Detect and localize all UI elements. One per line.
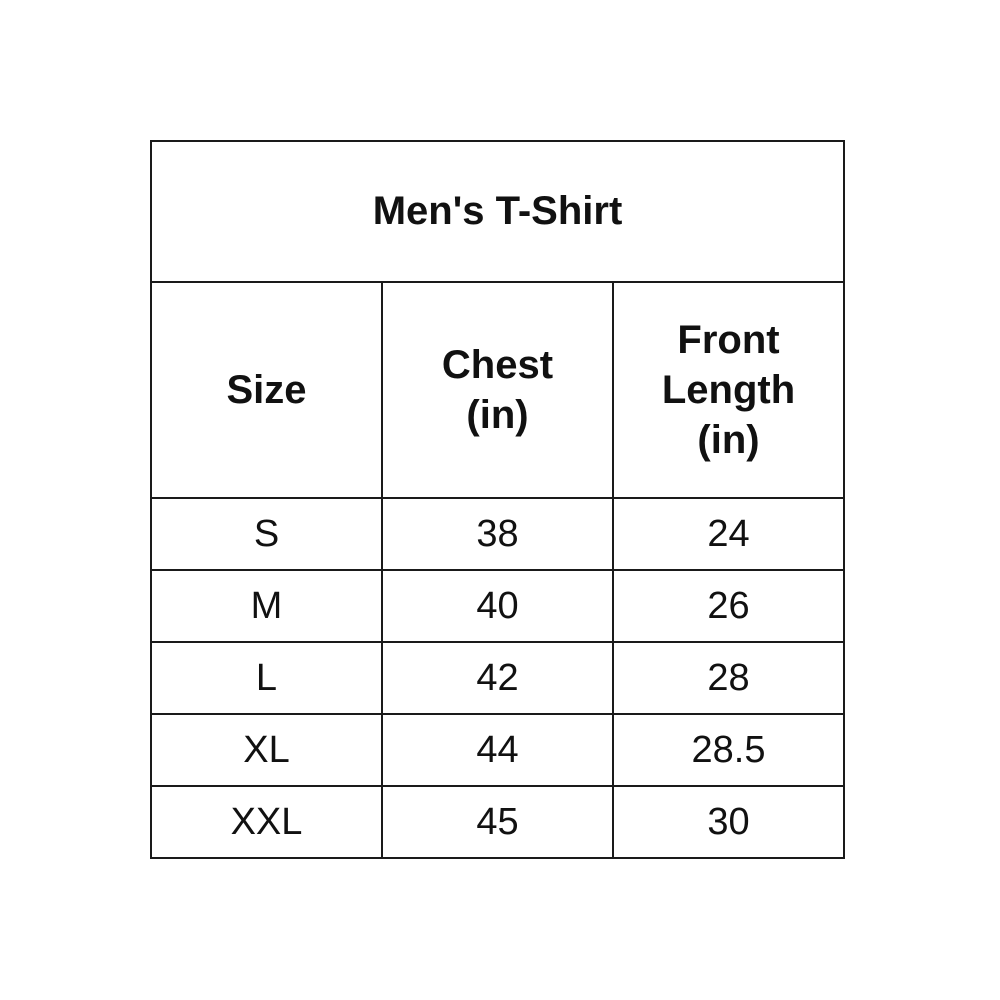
table-row: S 38 24 [150,497,845,571]
cell-chest: 40 [381,569,614,643]
header-size: Size [150,281,383,499]
table-row: M 40 26 [150,569,845,643]
cell-chest: 44 [381,713,614,787]
header-front-length-line1: Front [677,318,780,362]
cell-chest: 42 [381,641,614,715]
cell-front-length: 24 [612,497,845,571]
cell-size: XXL [150,785,383,859]
header-chest: Chest (in) [381,281,614,499]
cell-front-length: 26 [612,569,845,643]
header-size-label: Size [226,368,307,412]
table-row: XXL 45 30 [150,785,845,859]
cell-size: XL [150,713,383,787]
header-front-length: Front Length (in) [612,281,845,499]
header-chest-line2: (in) [466,393,529,437]
header-front-length-line3: (in) [697,418,760,462]
cell-size: S [150,497,383,571]
cell-chest: 45 [381,785,614,859]
table-title: Men's T-Shirt [150,140,845,283]
size-chart-table: Men's T-Shirt Size Chest (in) Front Leng… [150,140,845,859]
cell-front-length: 28 [612,641,845,715]
cell-size: M [150,569,383,643]
cell-size: L [150,641,383,715]
cell-chest: 38 [381,497,614,571]
header-front-length-line2: Length [661,368,796,412]
table-row: L 42 28 [150,641,845,715]
cell-front-length: 28.5 [612,713,845,787]
table-row: XL 44 28.5 [150,713,845,787]
cell-front-length: 30 [612,785,845,859]
header-row: Size Chest (in) Front Length (in) [150,281,845,499]
header-chest-line1: Chest [441,343,554,387]
